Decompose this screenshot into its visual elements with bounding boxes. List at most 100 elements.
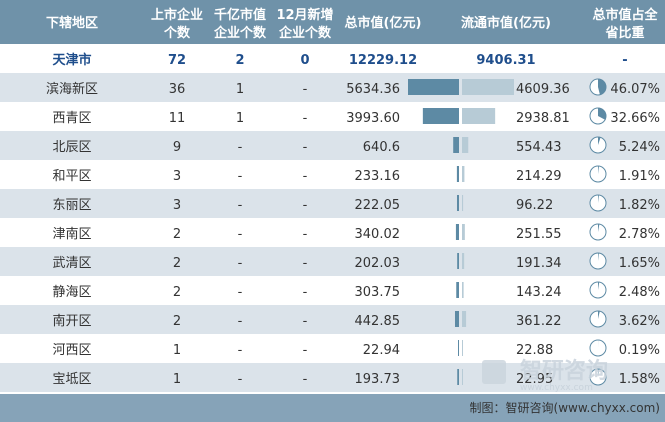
listed-count: 2 [173,227,181,242]
region-label: 静海区 [52,285,91,300]
share-value: 0.19% [619,343,660,358]
total-bar [455,224,459,240]
trillion-count: - [238,314,243,329]
share-value: 1.58% [619,372,660,387]
new-count: - [303,314,308,329]
new-count: - [303,256,308,271]
new-count: - [303,343,308,358]
header-cell-3: 12月新增 [276,7,333,23]
header-cell-1: 个数 [163,25,191,41]
watermark-logo-icon [482,360,506,384]
trillion-count: - [238,343,243,358]
share-slice [598,369,599,377]
new-count: - [303,169,308,184]
listed-count: 11 [169,111,186,126]
trillion-count: - [238,285,243,300]
total-value: 12229.12 [349,53,417,68]
total-value: 5634.36 [346,82,400,97]
total-value: 193.73 [355,372,401,387]
circ-value: 554.43 [516,140,562,155]
total-bar [457,253,459,269]
region-label: 武清区 [52,256,91,271]
total-value: 22.94 [363,343,400,358]
trillion-count: - [238,140,243,155]
circ-value: 2938.81 [516,111,570,126]
circ-bar [462,166,465,182]
total-bar [422,108,459,124]
header-cell-3: 企业个数 [278,25,332,41]
new-count: - [303,227,308,242]
new-count: - [303,82,308,97]
total-value: 3993.60 [346,111,400,126]
share-value: 5.24% [619,140,660,155]
footer-credit: 制图：智研咨询(www.chyxx.com) [470,400,660,415]
total-value: 442.85 [355,314,401,329]
listed-count: 2 [173,314,181,329]
new-count: - [303,111,308,126]
header-cell-4: 总市值(亿元) [345,15,422,31]
circ-value: 22.88 [516,343,553,358]
total-bar [458,340,459,356]
trillion-count: 2 [235,53,244,68]
share-value: 46.07% [610,82,660,97]
total-bar [454,311,459,327]
trillion-count: - [238,256,243,271]
region-label: 滨海新区 [46,81,98,97]
listed-count: 3 [173,198,181,213]
total-bar [453,137,459,153]
region-label: 北辰区 [52,140,91,155]
share-slice [598,108,606,120]
new-count: - [303,285,308,300]
trillion-count: 1 [236,111,244,126]
total-bar [456,282,459,298]
share-value: 1.82% [619,198,660,213]
watermark: 智研咨询 [520,358,608,384]
region-label: 和平区 [52,169,91,184]
region-label: 南开区 [52,313,91,329]
share-value: 3.62% [619,314,660,329]
total-value: 233.16 [355,169,401,184]
row-band [0,363,665,392]
row-band [0,131,665,160]
circ-bar [462,369,463,385]
share-slice [598,137,601,145]
row-band [0,305,665,334]
header-cell-2: 千亿市值 [214,7,266,23]
trillion-count: 1 [236,82,244,97]
region-label: 天津市 [52,52,91,68]
circ-bar [462,79,514,95]
total-value: 303.75 [355,285,401,300]
share-slice [598,252,599,261]
share-slice [598,223,600,232]
trillion-count: - [238,372,243,387]
region-label: 宝坻区 [52,371,91,387]
listed-count: 1 [173,343,181,358]
new-count: 0 [300,53,309,68]
listed-count: 2 [173,256,181,271]
total-bar [456,166,459,182]
share-value: 1.65% [619,256,660,271]
footer-bar [0,394,665,422]
circ-bar [462,108,496,124]
row-band [0,247,665,276]
header-bar [0,0,665,44]
total-bar [457,369,459,385]
share-value: 32.66% [610,111,660,126]
new-count: - [303,198,308,213]
region-label: 河西区 [52,343,91,358]
total-value: 340.02 [355,227,401,242]
header-cell-6: 总市值占全 [592,7,658,23]
header-cell-6: 省比重 [604,25,644,41]
header-cell-1: 上市企业 [151,7,203,23]
listed-count: 72 [168,53,186,68]
trillion-count: - [238,227,243,242]
listed-count: 3 [173,169,181,184]
circ-value: 191.34 [516,256,562,271]
new-count: - [303,372,308,387]
circ-value: 9406.31 [476,53,535,68]
circ-value: 143.24 [516,285,562,300]
circ-value: 251.55 [516,227,562,242]
total-value: 202.03 [355,256,401,271]
